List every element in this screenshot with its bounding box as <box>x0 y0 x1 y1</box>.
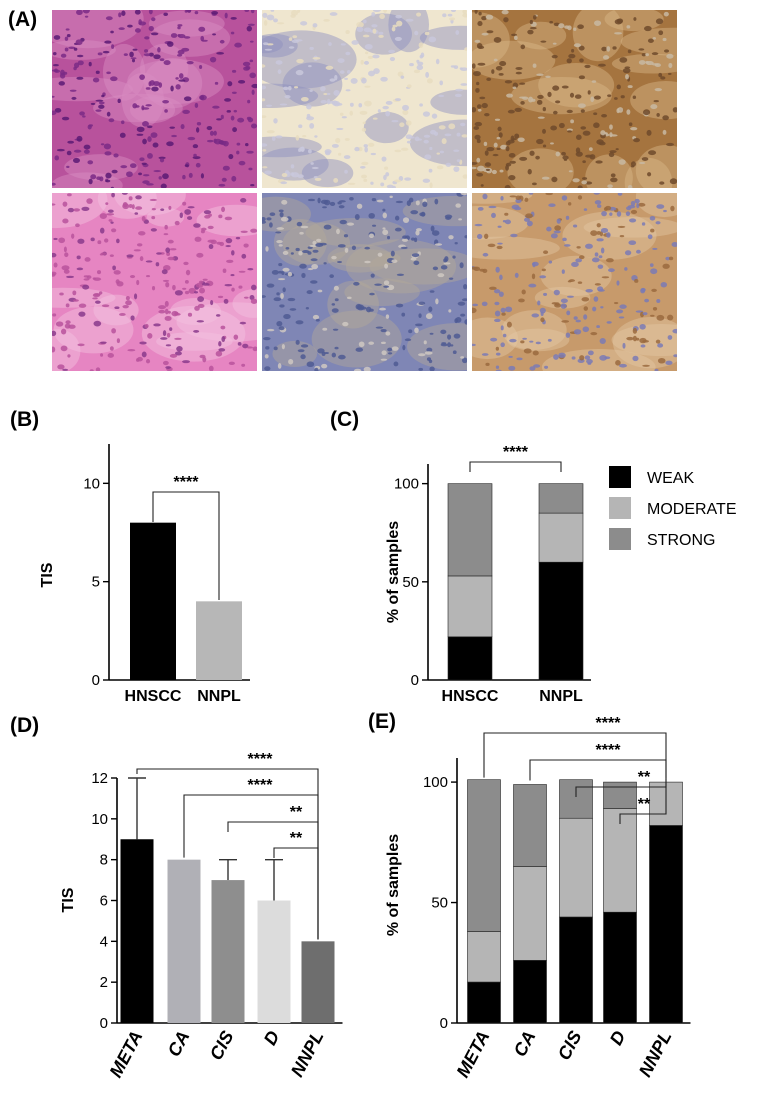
panel-label-a: (A) <box>8 8 38 31</box>
chart-e-x-tick-label: CIS <box>554 1027 586 1063</box>
chart-e-significance-label: ** <box>638 769 651 786</box>
chart-c-significance-bracket <box>469 461 562 472</box>
chart-e-significance-label: ** <box>638 796 651 813</box>
chart-e-bar-cis-moderate <box>559 817 593 918</box>
chart-e-x-tick-label: D <box>606 1027 630 1048</box>
chart-b-significance-label: **** <box>174 474 200 491</box>
chart-d-significance-label: ** <box>290 804 303 821</box>
chart-e-bar-ca-moderate <box>513 866 547 961</box>
micrograph-5 <box>262 193 467 371</box>
chart-b-y-tick-label: 0 <box>92 672 100 689</box>
chart-c-y-tick-label: 0 <box>411 672 419 689</box>
chart-b-y-tick-label: 5 <box>92 574 100 591</box>
chart-e-bar-meta-weak <box>467 981 501 1024</box>
chart-c-bar-hnscc-weak <box>447 636 493 681</box>
chart-d-y-tick-label: 0 <box>100 1015 108 1032</box>
legend-label-weak: WEAK <box>647 470 694 487</box>
chart-d-y-tick-label: 8 <box>100 852 108 869</box>
chart-e-x-tick-label: META <box>453 1027 494 1080</box>
chart-d-y-tick-label: 10 <box>91 811 108 828</box>
chart-d-y-axis-label: TIS <box>60 887 77 912</box>
chart-c-y-tick-label: 100 <box>394 476 419 493</box>
legend-label-moderate: MODERATE <box>647 501 736 518</box>
chart-c-significance-label: **** <box>503 444 529 461</box>
chart-e-bar-meta-strong <box>467 779 501 932</box>
chart-c-bar-nnpl-weak <box>538 561 584 681</box>
chart-e-significance-bracket <box>529 759 667 781</box>
chart-d-bar-meta <box>120 839 154 1023</box>
panel-label-b: (B) <box>10 408 40 431</box>
chart-e-y-tick-label: 50 <box>431 895 448 912</box>
chart-d-bar-d <box>257 900 291 1023</box>
chart-c-x-tick-label: HNSCC <box>442 688 499 705</box>
chart-c-y-axis-label: % of samples <box>385 521 402 623</box>
micrograph-4 <box>52 193 257 371</box>
chart-e-y-tick-label: 100 <box>423 774 448 791</box>
chart-e-bar-ca-weak <box>513 960 547 1024</box>
chart-e-bar-d-moderate <box>603 808 637 913</box>
chart-d-y-tick-label: 4 <box>100 933 108 950</box>
chart-e-significance-bracket <box>483 732 667 779</box>
chart-d-bar-cis <box>211 880 245 1023</box>
chart-d-significance-label: **** <box>248 777 274 794</box>
chart-e-bar-ca-strong <box>513 784 547 867</box>
legend-swatch-strong <box>609 528 631 550</box>
chart-e-significance-bracket <box>619 778 667 824</box>
chart-e-bar-cis-strong <box>559 779 593 819</box>
chart-c-x-tick-label: NNPL <box>539 688 583 705</box>
panel-label-c: (C) <box>330 408 360 431</box>
legend-swatch-moderate <box>609 497 631 519</box>
chart-d-bar-nnpl <box>301 941 335 1023</box>
chart-d-x-tick-label: CA <box>164 1027 194 1059</box>
chart-e-y-tick-label: 0 <box>440 1015 448 1032</box>
micrograph-6 <box>472 193 677 371</box>
chart-e-bar-d-strong <box>603 781 637 809</box>
chart-b-y-axis-label: TIS <box>39 562 56 587</box>
chart-c-bar-nnpl-moderate <box>538 512 584 563</box>
chart-e-significance-label: **** <box>596 715 622 732</box>
chart-c-bar-hnscc-strong <box>447 483 493 577</box>
chart-d-bar-ca <box>167 859 201 1023</box>
chart-e-y-axis-label: % of samples <box>385 834 402 936</box>
chart-c-y-tick-label: 50 <box>402 574 419 591</box>
chart-d-x-tick-label: D <box>260 1027 284 1048</box>
chart-d-x-tick-label: CIS <box>206 1027 238 1063</box>
chart-b-x-tick-label: NNPL <box>197 688 241 705</box>
chart-c-bar-nnpl-strong <box>538 483 584 514</box>
chart-d-y-tick-label: 2 <box>100 974 108 991</box>
chart-d-y-tick-label: 12 <box>91 770 108 787</box>
chart-d-x-tick-label: META <box>106 1027 147 1080</box>
chart-d-significance-label: ** <box>290 830 303 847</box>
chart-d-y-tick-label: 6 <box>100 893 108 910</box>
chart-e-bar-nnpl-weak <box>649 825 683 1024</box>
chart-e-bar-d-weak <box>603 911 637 1024</box>
micrograph-2 <box>262 10 467 188</box>
legend-label-strong: STRONG <box>647 532 715 549</box>
chart-e-x-tick-label: NNPL <box>635 1027 676 1080</box>
chart-e-significance-label: **** <box>596 742 622 759</box>
chart-b-bar-nnpl <box>196 601 242 680</box>
chart-b-x-tick-label: HNSCC <box>125 688 182 705</box>
chart-d-significance-bracket <box>273 847 319 940</box>
chart-e-bar-meta-moderate <box>467 931 501 983</box>
chart-e-bar-cis-weak <box>559 916 593 1024</box>
micrograph-1 <box>52 10 257 188</box>
panel-label-d: (D) <box>10 714 40 737</box>
panel-label-e: (E) <box>368 710 396 733</box>
chart-b-bar-hnscc <box>130 522 176 680</box>
chart-b-significance-bracket <box>152 491 220 600</box>
legend-swatch-weak <box>609 466 631 488</box>
chart-e-x-tick-label: CA <box>510 1027 540 1059</box>
micrograph-3 <box>472 10 677 188</box>
chart-c-bar-hnscc-moderate <box>447 575 493 638</box>
chart-b-y-tick-label: 10 <box>83 475 100 492</box>
chart-d-significance-label: **** <box>248 751 274 768</box>
chart-d-x-tick-label: NNPL <box>287 1027 328 1080</box>
